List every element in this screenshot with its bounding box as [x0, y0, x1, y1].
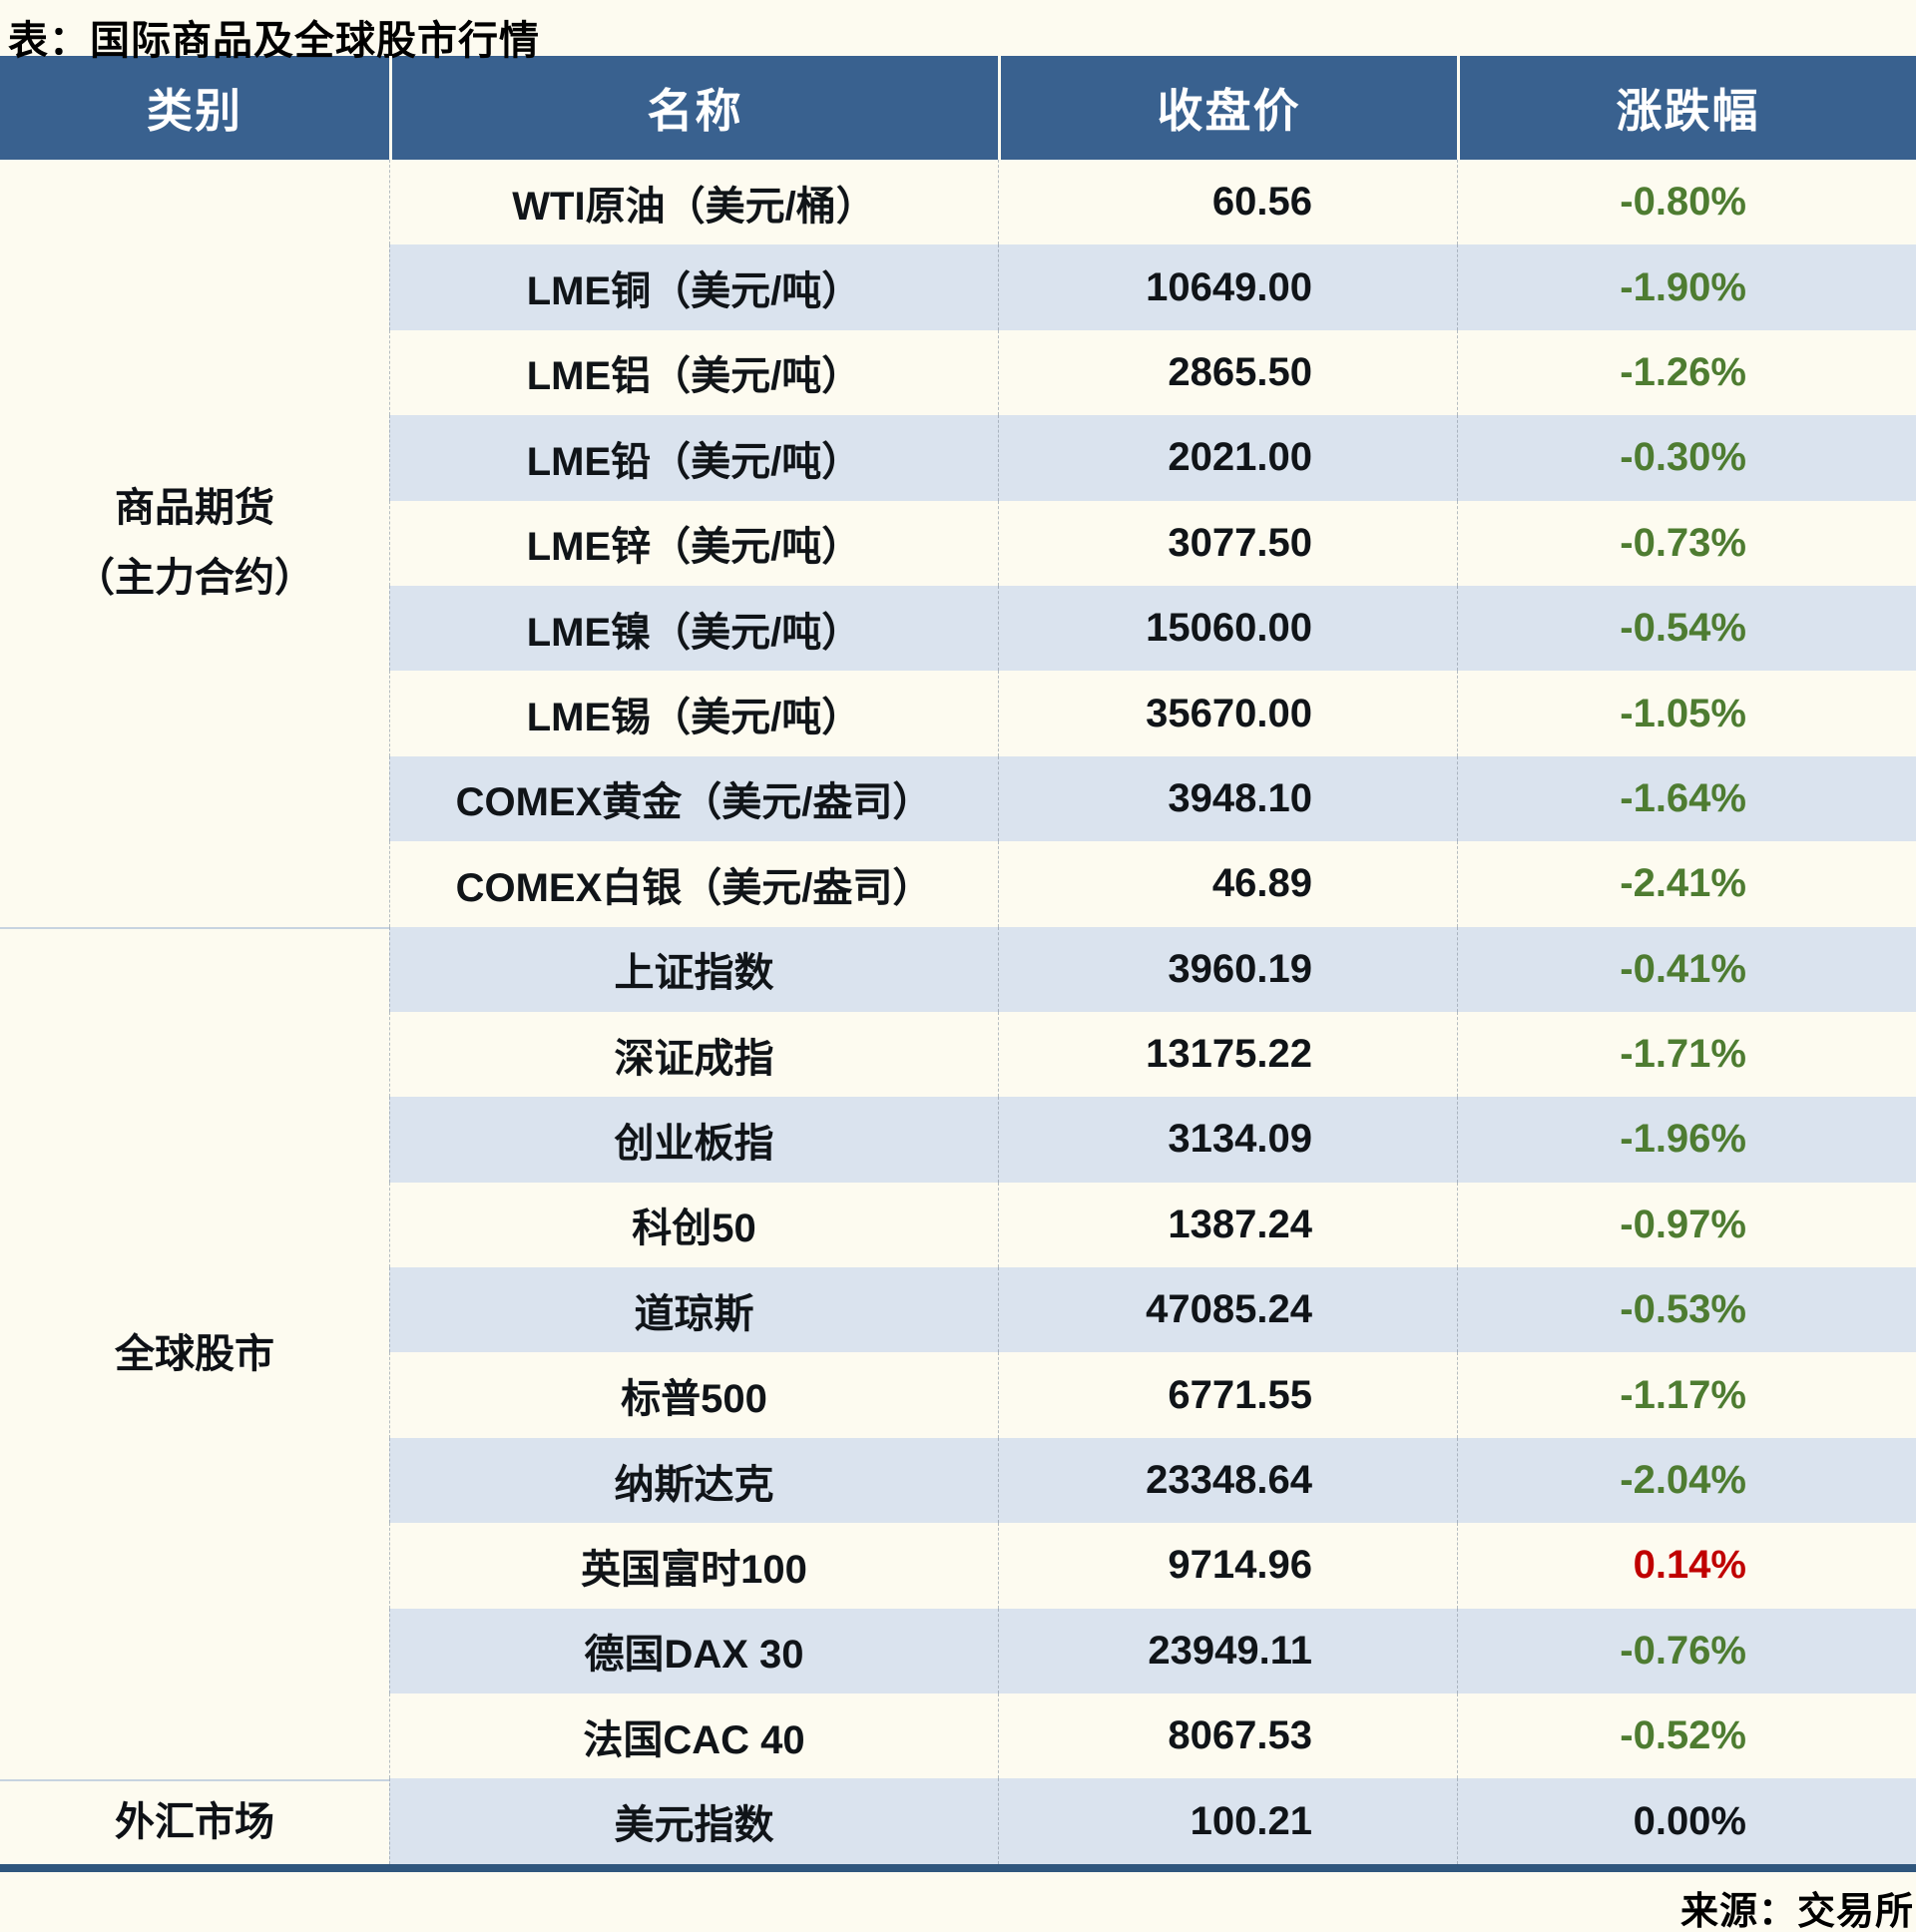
instrument-name: 法国CAC 40	[389, 1693, 998, 1779]
instrument-name: LME铜（美元/吨）	[389, 244, 998, 330]
change-percent: -0.30%	[1457, 415, 1916, 501]
table-row: 道琼斯 47085.24 -0.53%	[389, 1267, 1916, 1353]
close-price: 2021.00	[998, 415, 1457, 501]
close-price: 1387.24	[998, 1182, 1457, 1268]
change-percent: -0.97%	[1457, 1182, 1916, 1268]
close-price: 10649.00	[998, 244, 1457, 330]
change-percent: -2.41%	[1457, 841, 1916, 927]
table-row: LME锡（美元/吨） 35670.00 -1.05%	[389, 671, 1916, 756]
table-row: LME铝（美元/吨） 2865.50 -1.26%	[389, 329, 1916, 416]
instrument-name: 纳斯达克	[389, 1437, 998, 1524]
instrument-name: 英国富时100	[389, 1523, 998, 1609]
change-percent: -1.17%	[1457, 1352, 1916, 1438]
instrument-name: 标普500	[389, 1352, 998, 1438]
table-row: LME镍（美元/吨） 15060.00 -0.54%	[389, 585, 1916, 672]
category-section-2: 外汇市场	[0, 1778, 389, 1864]
close-price: 15060.00	[998, 585, 1457, 672]
change-percent: -0.53%	[1457, 1267, 1916, 1353]
close-price: 3960.19	[998, 926, 1457, 1012]
change-percent: -0.73%	[1457, 500, 1916, 586]
close-price: 46.89	[998, 841, 1457, 927]
category-section-0: 商品期货 （主力合约）	[75, 486, 314, 601]
instrument-name: LME镍（美元/吨）	[389, 585, 998, 672]
table-row: COMEX白银（美元/盎司） 46.89 -2.41%	[389, 841, 1916, 927]
close-price: 3077.50	[998, 500, 1457, 586]
close-price: 60.56	[998, 160, 1457, 245]
instrument-name: LME铅（美元/吨）	[389, 415, 998, 501]
change-percent: -1.90%	[1457, 244, 1916, 330]
change-percent: -1.96%	[1457, 1097, 1916, 1183]
change-percent: -1.05%	[1457, 671, 1916, 756]
close-price: 35670.00	[998, 671, 1457, 756]
table-row: 创业板指 3134.09 -1.96%	[389, 1097, 1916, 1183]
table-row: LME铅（美元/吨） 2021.00 -0.30%	[389, 415, 1916, 501]
close-price: 13175.22	[998, 1011, 1457, 1098]
instrument-name: WTI原油（美元/桶）	[389, 160, 998, 245]
table-header-row: 类别 名称 收盘价 涨跌幅	[0, 56, 1916, 160]
close-price: 23949.11	[998, 1608, 1457, 1694]
change-percent: -0.54%	[1457, 585, 1916, 672]
table-row: 美元指数 100.21 0.00%	[389, 1778, 1916, 1864]
instrument-name: 美元指数	[389, 1778, 998, 1864]
bottom-border-bar	[0, 1864, 1916, 1872]
header-category: 类别	[147, 85, 242, 137]
table-row: 纳斯达克 23348.64 -2.04%	[389, 1437, 1916, 1524]
header-close: 收盘价	[998, 56, 1457, 160]
table-row: 英国富时100 9714.96 0.14%	[389, 1523, 1916, 1609]
table-body: 商品期货 （主力合约） 全球股市 外汇市场 WTI原油（美元/桶） 60.56 -0.8…	[0, 160, 1916, 1864]
source-note: 来源：交易所	[1679, 1891, 1914, 1932]
table-row: 上证指数 3960.19 -0.41%	[389, 926, 1916, 1012]
table-row: 科创50 1387.24 -0.97%	[389, 1182, 1916, 1268]
table-row: 法国CAC 40 8067.53 -0.52%	[389, 1693, 1916, 1779]
instrument-name: COMEX黄金（美元/盎司）	[389, 755, 998, 842]
instrument-name: LME锡（美元/吨）	[389, 671, 998, 756]
page-title: 表：国际商品及全球股市行情	[8, 19, 540, 63]
header-name: 名称	[389, 56, 998, 160]
close-price: 100.21	[998, 1778, 1457, 1864]
table-row: 深证成指 13175.22 -1.71%	[389, 1011, 1916, 1098]
change-percent: -0.52%	[1457, 1693, 1916, 1779]
change-percent: -0.76%	[1457, 1608, 1916, 1694]
table-row: COMEX黄金（美元/盎司） 3948.10 -1.64%	[389, 755, 1916, 842]
instrument-name: LME锌（美元/吨）	[389, 500, 998, 586]
table-row: 德国DAX 30 23949.11 -0.76%	[389, 1608, 1916, 1694]
table-row: 标普500 6771.55 -1.17%	[389, 1352, 1916, 1438]
table-row: WTI原油（美元/桶） 60.56 -0.80%	[389, 160, 1916, 245]
instrument-name: 德国DAX 30	[389, 1608, 998, 1694]
close-price: 3948.10	[998, 755, 1457, 842]
instrument-name: 道琼斯	[389, 1267, 998, 1353]
category-section-1: 全球股市	[0, 926, 389, 1779]
change-percent: -0.80%	[1457, 160, 1916, 245]
table-row: LME铜（美元/吨） 10649.00 -1.90%	[389, 244, 1916, 330]
instrument-name: 科创50	[389, 1182, 998, 1268]
close-price: 3134.09	[998, 1097, 1457, 1183]
close-price: 47085.24	[998, 1267, 1457, 1353]
change-percent: -1.64%	[1457, 755, 1916, 842]
change-percent: -2.04%	[1457, 1437, 1916, 1524]
header-change: 涨跌幅	[1457, 56, 1916, 160]
data-rows: WTI原油（美元/桶） 60.56 -0.80% LME铜（美元/吨） 10649.00…	[389, 160, 1916, 1864]
table-row: LME锌（美元/吨） 3077.50 -0.73%	[389, 500, 1916, 586]
change-percent: -1.26%	[1457, 329, 1916, 416]
instrument-name: LME铝（美元/吨）	[389, 329, 998, 416]
change-percent: -1.71%	[1457, 1011, 1916, 1098]
close-price: 8067.53	[998, 1693, 1457, 1779]
instrument-name: 创业板指	[389, 1097, 998, 1183]
change-percent: 0.00%	[1457, 1778, 1916, 1864]
instrument-name: 深证成指	[389, 1011, 998, 1098]
close-price: 2865.50	[998, 329, 1457, 416]
instrument-name: 上证指数	[389, 926, 998, 1012]
close-price: 9714.96	[998, 1523, 1457, 1609]
instrument-name: COMEX白银（美元/盎司）	[389, 841, 998, 927]
change-percent: 0.14%	[1457, 1523, 1916, 1609]
category-column: 商品期货 （主力合约） 全球股市 外汇市场	[0, 160, 389, 1864]
close-price: 6771.55	[998, 1352, 1457, 1438]
change-percent: -0.41%	[1457, 926, 1916, 1012]
close-price: 23348.64	[998, 1437, 1457, 1524]
